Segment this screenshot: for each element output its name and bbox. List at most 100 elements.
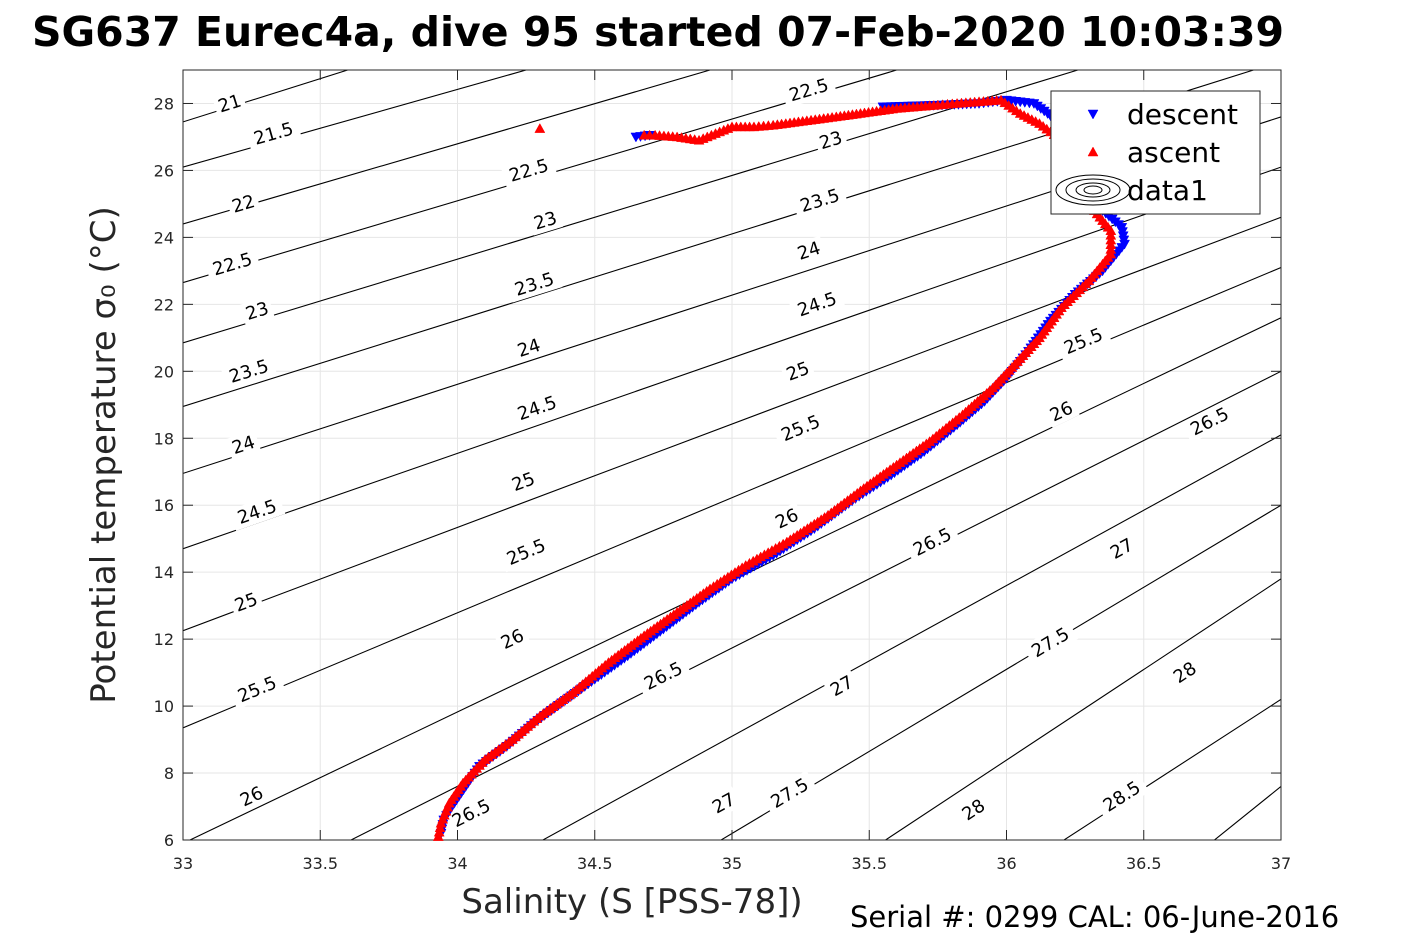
- contour-label-bg: [788, 285, 846, 324]
- contour-label-bg: [508, 389, 566, 428]
- contour-label: 25.5: [235, 672, 280, 707]
- contour-legend-icon: [1055, 174, 1131, 206]
- contour-label: 25.5: [504, 535, 549, 570]
- x-tick-label: 36.5: [1126, 854, 1162, 873]
- x-tick-label: 36: [996, 854, 1016, 873]
- legend-entry: descent: [1127, 98, 1238, 131]
- y-tick-label: 26: [154, 161, 174, 180]
- serial-footer: Serial #: 0299 CAL: 06-June-2016: [850, 900, 1340, 934]
- contour-label: 24.5: [235, 496, 280, 529]
- contour-label-bg: [511, 332, 547, 363]
- contour-label-bg: [204, 246, 261, 283]
- ascent-marker: [1087, 146, 1099, 157]
- contour-label-bg: [1181, 399, 1238, 444]
- y-tick-label: 16: [154, 496, 174, 515]
- contour-ellipse: [1065, 178, 1121, 202]
- descent-marker: [1087, 109, 1099, 120]
- contour-label-bg: [443, 791, 500, 835]
- contour-label-bg: [228, 492, 286, 531]
- x-tick-label: 34.5: [577, 854, 613, 873]
- contour-label-bg: [505, 466, 542, 498]
- contour-label-bg: [212, 88, 248, 119]
- contour-label-bg: [705, 786, 743, 821]
- contour-label-bg: [1103, 531, 1141, 566]
- y-tick-label: 28: [154, 94, 174, 113]
- contour-ellipse: [1075, 182, 1111, 198]
- contour-label-bg: [823, 669, 861, 703]
- contour-line: [183, 216, 1281, 632]
- contour-label-bg: [239, 296, 275, 326]
- contour-line: [183, 166, 1281, 550]
- contour-label-bg: [228, 586, 265, 618]
- y-tick-label: 14: [154, 563, 174, 582]
- contour-label-bg: [1093, 773, 1150, 820]
- contour-line: [183, 70, 348, 123]
- contour-label-bg: [791, 182, 848, 219]
- contour-ellipse: [1083, 185, 1103, 195]
- contour-label: 25.5: [1061, 324, 1106, 359]
- contour-label: 23.5: [798, 185, 843, 217]
- contour-label-bg: [494, 622, 531, 656]
- contour-line: [541, 434, 1281, 840]
- ascent-marker: [534, 123, 546, 133]
- y-tick-label: 8: [164, 764, 174, 783]
- y-tick-label: 18: [154, 429, 174, 448]
- x-tick-label: 35: [722, 854, 742, 873]
- contour-line: [349, 370, 1281, 840]
- contour-label-bg: [500, 152, 557, 189]
- contour-label-bg: [813, 125, 849, 156]
- contour-label: 22.5: [507, 155, 551, 187]
- contour-label-bg: [497, 531, 555, 573]
- contour-label-bg: [1166, 655, 1204, 691]
- contour-label-bg: [245, 115, 302, 152]
- contour-label-bg: [772, 408, 829, 449]
- contour-line: [884, 578, 1281, 840]
- contour-label-bg: [506, 265, 563, 303]
- contour-label-bg: [1055, 320, 1112, 362]
- contour-label: 21.5: [252, 119, 296, 150]
- contour-label: 23.5: [227, 356, 272, 388]
- contour-label-bg: [779, 355, 816, 387]
- contour-label-bg: [780, 72, 837, 109]
- contour-line: [1213, 786, 1281, 840]
- chart-title: SG637 Eurec4a, dive 95 started 07-Feb-20…: [32, 8, 1285, 56]
- y-tick-label: 12: [154, 630, 174, 649]
- contour-label-bg: [225, 189, 261, 219]
- contour-line: [183, 70, 527, 168]
- contour-line: [183, 70, 1079, 344]
- contour-ellipse: [1055, 174, 1131, 206]
- contour-label-bg: [761, 770, 818, 816]
- contour-label: 22.5: [787, 75, 831, 107]
- y-axis-label: Potential temperature σ₀ (°C): [84, 206, 124, 704]
- contour-label-bg: [228, 669, 286, 710]
- contour-label: 22.5: [210, 249, 254, 281]
- axes: 33 33.5 34 34.5 35 35.5 36 36.5 37 6 8 10 12 14 16 18 20…: [84, 69, 1291, 922]
- contour-label-bg: [233, 780, 270, 813]
- contour-line: [1062, 698, 1281, 840]
- y-tick-label: 10: [154, 697, 174, 716]
- contour-label-bg: [1022, 619, 1079, 666]
- contour-label-bg: [904, 520, 961, 564]
- contour-label: 24.5: [795, 288, 840, 321]
- y-tick-label: 20: [154, 362, 174, 381]
- contour-label-bg: [768, 502, 806, 536]
- x-axis-label: Salinity (S [PSS-78]): [461, 882, 802, 922]
- contour-label-bg: [220, 353, 277, 390]
- x-tick-label: 34: [447, 854, 467, 873]
- contour-label-bg: [635, 654, 692, 698]
- legend-entry: ascent: [1127, 136, 1220, 169]
- y-tick-label: 24: [154, 228, 174, 247]
- contour-label: 25.5: [778, 411, 823, 446]
- contour-label-bg: [954, 792, 993, 828]
- descent-marker: [630, 132, 642, 143]
- ascent-marker: [638, 129, 650, 140]
- contour-label-bg: [791, 235, 827, 266]
- legend-box: [1050, 90, 1261, 215]
- contour-label-bg: [527, 205, 563, 236]
- x-tick-label: 33: [173, 854, 193, 873]
- contour-label-bg: [1043, 395, 1080, 428]
- legend-entry: data1: [1127, 174, 1208, 207]
- legend: descent ascent data1: [1050, 90, 1261, 215]
- x-tick-label: 37: [1271, 854, 1291, 873]
